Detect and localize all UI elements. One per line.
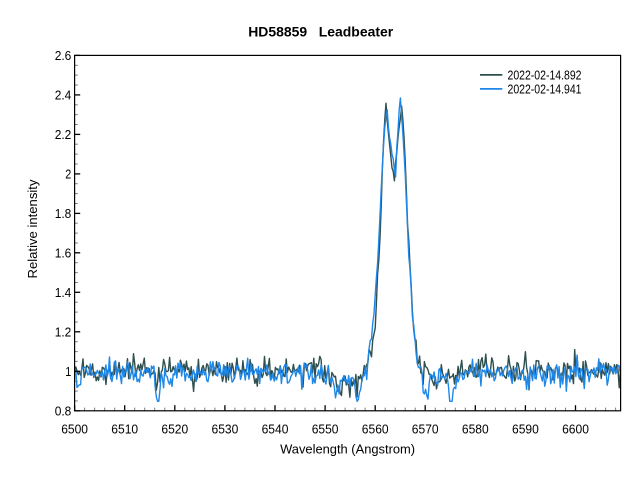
svg-text:1.4: 1.4: [55, 285, 72, 300]
svg-text:HD58859 Leadbeater: HD58859 Leadbeater: [248, 23, 394, 39]
svg-text:2.2: 2.2: [55, 127, 72, 142]
svg-text:6600: 6600: [562, 421, 589, 436]
svg-text:6530: 6530: [212, 421, 239, 436]
svg-text:6580: 6580: [462, 421, 489, 436]
svg-text:2.4: 2.4: [55, 88, 72, 103]
svg-text:2022-02-14.941: 2022-02-14.941: [508, 83, 582, 97]
svg-text:6520: 6520: [161, 421, 188, 436]
svg-text:2022-02-14.892: 2022-02-14.892: [508, 69, 582, 83]
svg-text:Wavelength (Angstrom): Wavelength (Angstrom): [280, 441, 415, 456]
svg-text:1.8: 1.8: [55, 206, 72, 221]
svg-text:2: 2: [65, 167, 71, 182]
svg-text:6540: 6540: [262, 421, 289, 436]
svg-text:1.6: 1.6: [55, 246, 72, 261]
svg-text:6510: 6510: [111, 421, 138, 436]
svg-text:0.8: 0.8: [55, 404, 72, 419]
svg-text:6560: 6560: [362, 421, 389, 436]
svg-text:6500: 6500: [61, 421, 88, 436]
svg-text:Relative intensity: Relative intensity: [25, 179, 40, 278]
svg-text:2.6: 2.6: [55, 48, 72, 63]
svg-text:6590: 6590: [512, 421, 539, 436]
svg-text:6550: 6550: [312, 421, 339, 436]
svg-text:1.2: 1.2: [55, 325, 72, 340]
svg-text:6570: 6570: [412, 421, 439, 436]
svg-text:1: 1: [65, 364, 71, 379]
